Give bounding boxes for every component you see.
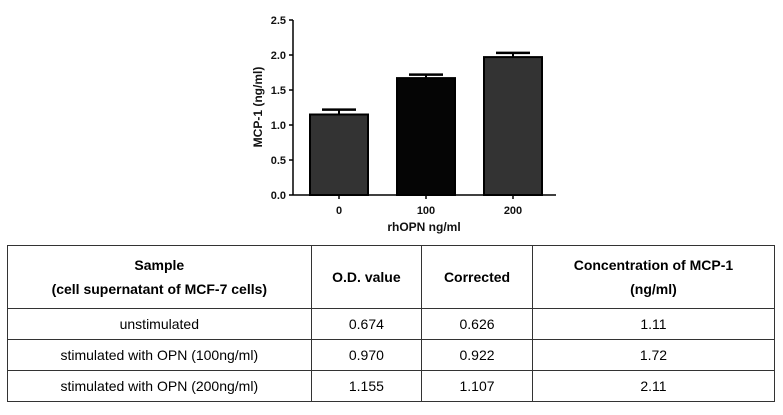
cell-od: 1.155 [310, 370, 423, 402]
x-tick-label: 100 [417, 205, 435, 217]
y-tick-label: 1.0 [271, 120, 286, 132]
y-axis-title: MCP-1 (ng/ml) [251, 67, 265, 148]
header-concentration-line2: (ng/ml) [630, 281, 677, 297]
y-tick-label: 0.0 [271, 190, 286, 202]
table-row: stimulated with OPN (200ng/ml) 1.155 1.1… [7, 370, 776, 402]
header-concentration-line1: Concentration of MCP-1 [573, 257, 734, 273]
cell-sample: stimulated with OPN (100ng/ml) [7, 339, 312, 371]
header-sample: Sample (cell supernatant of MCF-7 cells) [7, 245, 312, 309]
cell-concentration: 1.72 [531, 339, 776, 371]
cell-od: 0.970 [310, 339, 423, 371]
x-axis-title: rhOPN ng/ml [387, 220, 460, 234]
header-sample-line1: Sample [134, 257, 185, 273]
header-od-value: O.D. value [310, 245, 423, 309]
y-tick-label: 2.5 [271, 15, 286, 27]
y-tick-label: 2.0 [271, 50, 286, 62]
y-tick-label: 0.5 [271, 155, 286, 167]
cell-concentration: 2.11 [531, 370, 776, 402]
bar [309, 113, 369, 196]
header-corrected: Corrected [421, 245, 533, 309]
table-header-row: Sample (cell supernatant of MCF-7 cells) … [7, 245, 776, 309]
table-row: unstimulated 0.674 0.626 1.11 [7, 308, 776, 340]
table-row: stimulated with OPN (100ng/ml) 0.970 0.9… [7, 339, 776, 371]
cell-corrected: 0.626 [421, 308, 533, 340]
y-tick-label: 1.5 [271, 85, 286, 97]
cell-concentration: 1.11 [531, 308, 776, 340]
bar [483, 56, 543, 196]
results-table: Sample (cell supernatant of MCF-7 cells) … [7, 245, 776, 402]
cell-od: 0.674 [310, 308, 423, 340]
x-tick-label: 200 [504, 205, 522, 217]
x-tick-label: 0 [336, 205, 342, 217]
bar [396, 77, 456, 196]
header-concentration: Concentration of MCP-1 (ng/ml) [531, 245, 776, 309]
cell-corrected: 0.922 [421, 339, 533, 371]
cell-sample: stimulated with OPN (200ng/ml) [7, 370, 312, 402]
cell-sample: unstimulated [7, 308, 312, 340]
cell-corrected: 1.107 [421, 370, 533, 402]
bar-chart: 0.0 0.5 1.0 1.5 2.0 2.5 0 100 200 rhOPN ng/ml M… [251, 15, 556, 234]
header-sample-line2: (cell supernatant of MCF-7 cells) [51, 281, 268, 297]
